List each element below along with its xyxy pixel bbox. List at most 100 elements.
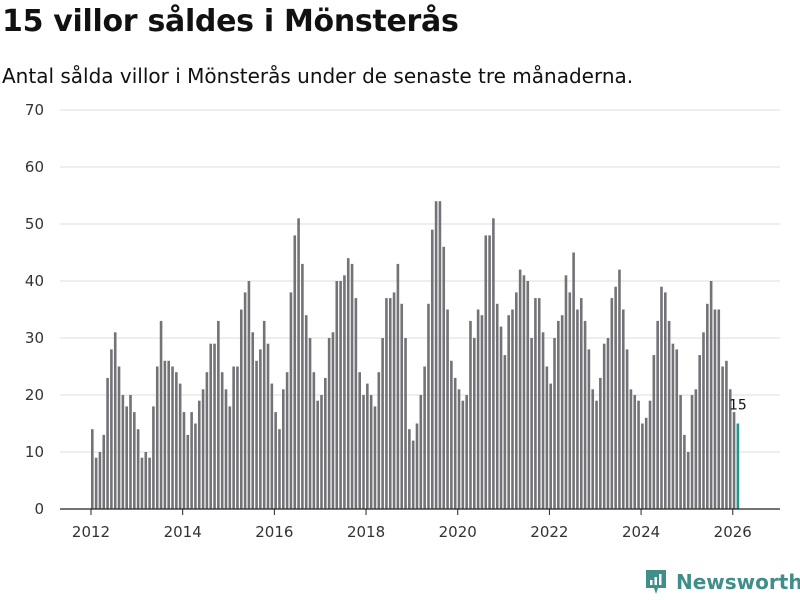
bar: [385, 298, 388, 509]
bar: [625, 349, 629, 509]
bar: [423, 366, 426, 509]
bar: [537, 298, 541, 509]
bar: [125, 406, 128, 509]
bar: [427, 303, 430, 509]
bar: [484, 235, 488, 509]
bar: [381, 338, 384, 509]
bar: [698, 355, 701, 509]
bar: [228, 406, 232, 509]
bar: [522, 275, 526, 509]
bar: [366, 383, 369, 509]
bar: [430, 229, 434, 509]
bar: [152, 406, 155, 509]
bar: [518, 269, 522, 509]
bar: [568, 292, 572, 509]
bar: [560, 315, 564, 509]
x-tick-label: 2014: [164, 523, 202, 541]
x-tick-label: 2018: [347, 523, 385, 541]
bar: [530, 338, 533, 509]
bar: [316, 400, 319, 509]
bar: [572, 252, 575, 509]
x-tick-label: 2024: [622, 523, 660, 541]
bar: [346, 258, 350, 509]
bar: [400, 303, 404, 509]
bar: [629, 389, 633, 509]
bar: [274, 412, 277, 509]
bar: [641, 423, 644, 509]
bar: [583, 320, 587, 509]
bar: [239, 309, 243, 509]
bar: [278, 429, 281, 509]
highlight-bar: [736, 423, 740, 509]
bar: [717, 309, 721, 509]
bar: [419, 395, 423, 509]
bar: [262, 320, 266, 509]
bar: [721, 366, 724, 509]
bar: [606, 338, 610, 509]
bar: [480, 315, 484, 509]
bar: [331, 332, 335, 509]
bar: [652, 355, 656, 509]
bar: [404, 338, 407, 509]
bar: [182, 412, 186, 509]
bar: [133, 412, 136, 509]
bar: [473, 338, 476, 509]
bar: [94, 457, 98, 509]
bar: [461, 400, 465, 509]
bar: [205, 372, 209, 509]
bar: [411, 440, 415, 509]
bar: [362, 395, 365, 509]
bar: [488, 235, 491, 509]
bar: [266, 343, 270, 509]
bar: [675, 349, 679, 509]
chart-title: 15 villor såldes i Mönsterås: [2, 4, 459, 39]
newsworthy-logo-icon: [646, 570, 666, 594]
bar: [320, 395, 323, 509]
bar: [213, 343, 216, 509]
bar: [553, 338, 556, 509]
x-tick-label: 2012: [72, 523, 110, 541]
y-tick-label: 60: [25, 158, 44, 176]
bar: [545, 366, 549, 509]
bar: [282, 389, 285, 509]
bar: [434, 201, 438, 509]
bar: [709, 281, 713, 509]
bar: [526, 281, 530, 509]
bar: [602, 343, 606, 509]
bar: [465, 395, 468, 509]
bar: [343, 275, 346, 509]
bar: [599, 377, 602, 509]
bar: [243, 292, 247, 509]
bar: [251, 332, 255, 509]
bar: [297, 218, 300, 510]
bar: [289, 292, 293, 509]
bar: [110, 349, 113, 509]
bar: [621, 309, 625, 509]
bar: [377, 372, 381, 509]
bar: [457, 389, 461, 509]
y-tick-label: 40: [25, 272, 44, 290]
bar: [660, 286, 663, 509]
bar: [694, 389, 698, 509]
bar: [148, 457, 151, 509]
bar: [324, 377, 327, 509]
bar: [664, 292, 667, 509]
bar: [194, 423, 197, 509]
bar: [167, 360, 170, 509]
bar: [392, 292, 396, 509]
bar: [117, 366, 121, 509]
bar: [106, 377, 109, 509]
bar: [595, 400, 598, 509]
bar: [515, 292, 518, 509]
bar: [618, 269, 621, 509]
bar: [121, 395, 125, 509]
bar: [541, 332, 545, 509]
bar: [549, 383, 552, 509]
bar: [732, 412, 736, 509]
bar: [644, 417, 648, 509]
bar: [713, 309, 717, 509]
bar: [224, 389, 228, 509]
y-tick-label: 30: [25, 329, 44, 347]
bar: [354, 298, 358, 509]
bar: [373, 406, 377, 509]
